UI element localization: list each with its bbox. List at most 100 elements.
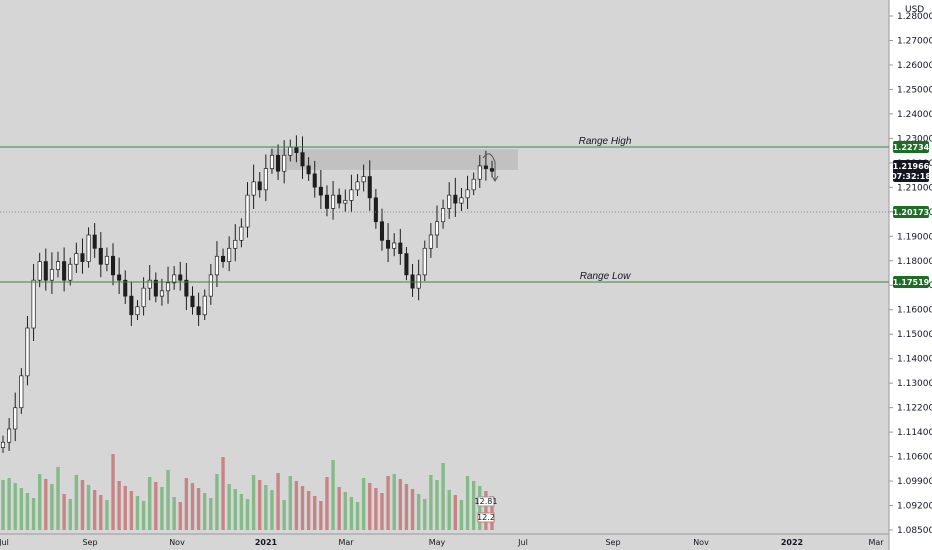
volume-bar [282,500,286,530]
y-tick-label: 1.16000 [897,306,932,316]
volume-bar [215,474,219,530]
volume-bar [270,490,274,530]
candle-body [196,306,201,316]
volume-bar [178,502,182,530]
candle-body [190,295,195,308]
candle-body [74,253,79,265]
current-price-badge [893,160,929,182]
candle-body [282,154,287,172]
volume-bar [429,475,433,530]
candle-body [398,242,403,254]
y-tick-label: 1.23000 [897,134,932,144]
candle-body [62,261,67,281]
y-tick-label: 1.09900 [897,477,932,487]
candle-body [355,181,360,191]
volume-bar [404,484,409,530]
volume-bar [331,460,335,530]
candle-body [441,208,446,223]
volume-bar [386,476,390,530]
candle-body [245,194,250,228]
y-tick-label: 1.28000 [897,12,932,22]
volume-bar [276,473,280,530]
level-price-badge [893,276,929,288]
candle-body [37,261,42,281]
candle-body [288,146,293,156]
volume-bar [74,475,79,530]
candle-body [483,165,488,169]
candle-body [49,269,54,281]
volume-bar [233,489,237,530]
y-tick-label: 1.08500 [897,526,932,536]
volume-bar [294,481,299,530]
candle-body [208,274,213,297]
candle-body [453,194,458,204]
y-tick-label: 1.27000 [897,36,932,46]
volume-bar [1,480,5,530]
candle-body [465,189,470,199]
y-tick-label: 1.12200 [897,404,932,414]
candle-body [86,234,91,262]
candle-body [68,263,73,281]
volume-bar [349,497,354,530]
candle-body [227,247,232,262]
x-tick-label: Nov [693,538,709,547]
candle-body [404,253,409,276]
candle-body [147,279,152,289]
level-label: Range High [579,136,632,147]
candle-body [0,441,6,448]
y-tick-label: 1.10600 [897,453,932,463]
volume-bar [68,499,72,530]
candle-body [324,194,329,209]
candle-body [123,279,128,297]
volume-bar [93,490,97,530]
volume-bar [141,501,146,530]
level-label: Range Low [580,271,631,282]
volume-bar [19,488,24,530]
volume-bar [264,485,268,530]
candle-body [80,253,85,262]
volume-bar [117,481,121,530]
volume-bar [129,491,134,530]
volume-bar [221,457,225,530]
volume-bar [99,495,103,530]
volume-bar [86,485,91,530]
candle-body [166,282,171,292]
volume-bar [105,500,109,530]
volume-bar [25,493,30,530]
candle-body [98,247,103,265]
candle-body [269,154,274,169]
candle-body [202,295,207,316]
volume-bar [416,494,421,530]
candle-body [379,221,385,241]
candle-body [428,234,433,249]
candle-body [221,255,226,262]
volume-bar [50,484,54,530]
volume-bar [300,486,305,530]
volume-bar [465,476,470,530]
level-price-badge [893,206,929,218]
level-price-value: 1.22734 [893,143,930,152]
candle-body [373,197,378,223]
chart-background [0,0,889,550]
forecast-arrowhead [491,175,499,182]
y-tick-label: 1.18000 [897,257,932,267]
y-tick-label: 1.14000 [897,355,932,365]
volume-bar [392,474,396,530]
volume-bar [111,454,115,530]
volume-bar [447,490,451,530]
volume-bar [37,474,42,530]
candle-body [367,176,372,199]
volume-bar [209,498,213,530]
volume-bar [13,483,17,530]
candle-body [178,274,183,281]
candle-body [489,168,495,172]
volume-bar [343,492,347,530]
axis-background [889,0,932,550]
countdown-value: 07:32:18 [891,172,931,181]
candle-body [159,290,164,297]
volume-bar [245,499,250,530]
candle-body [422,247,427,276]
volume-bar [319,501,323,530]
